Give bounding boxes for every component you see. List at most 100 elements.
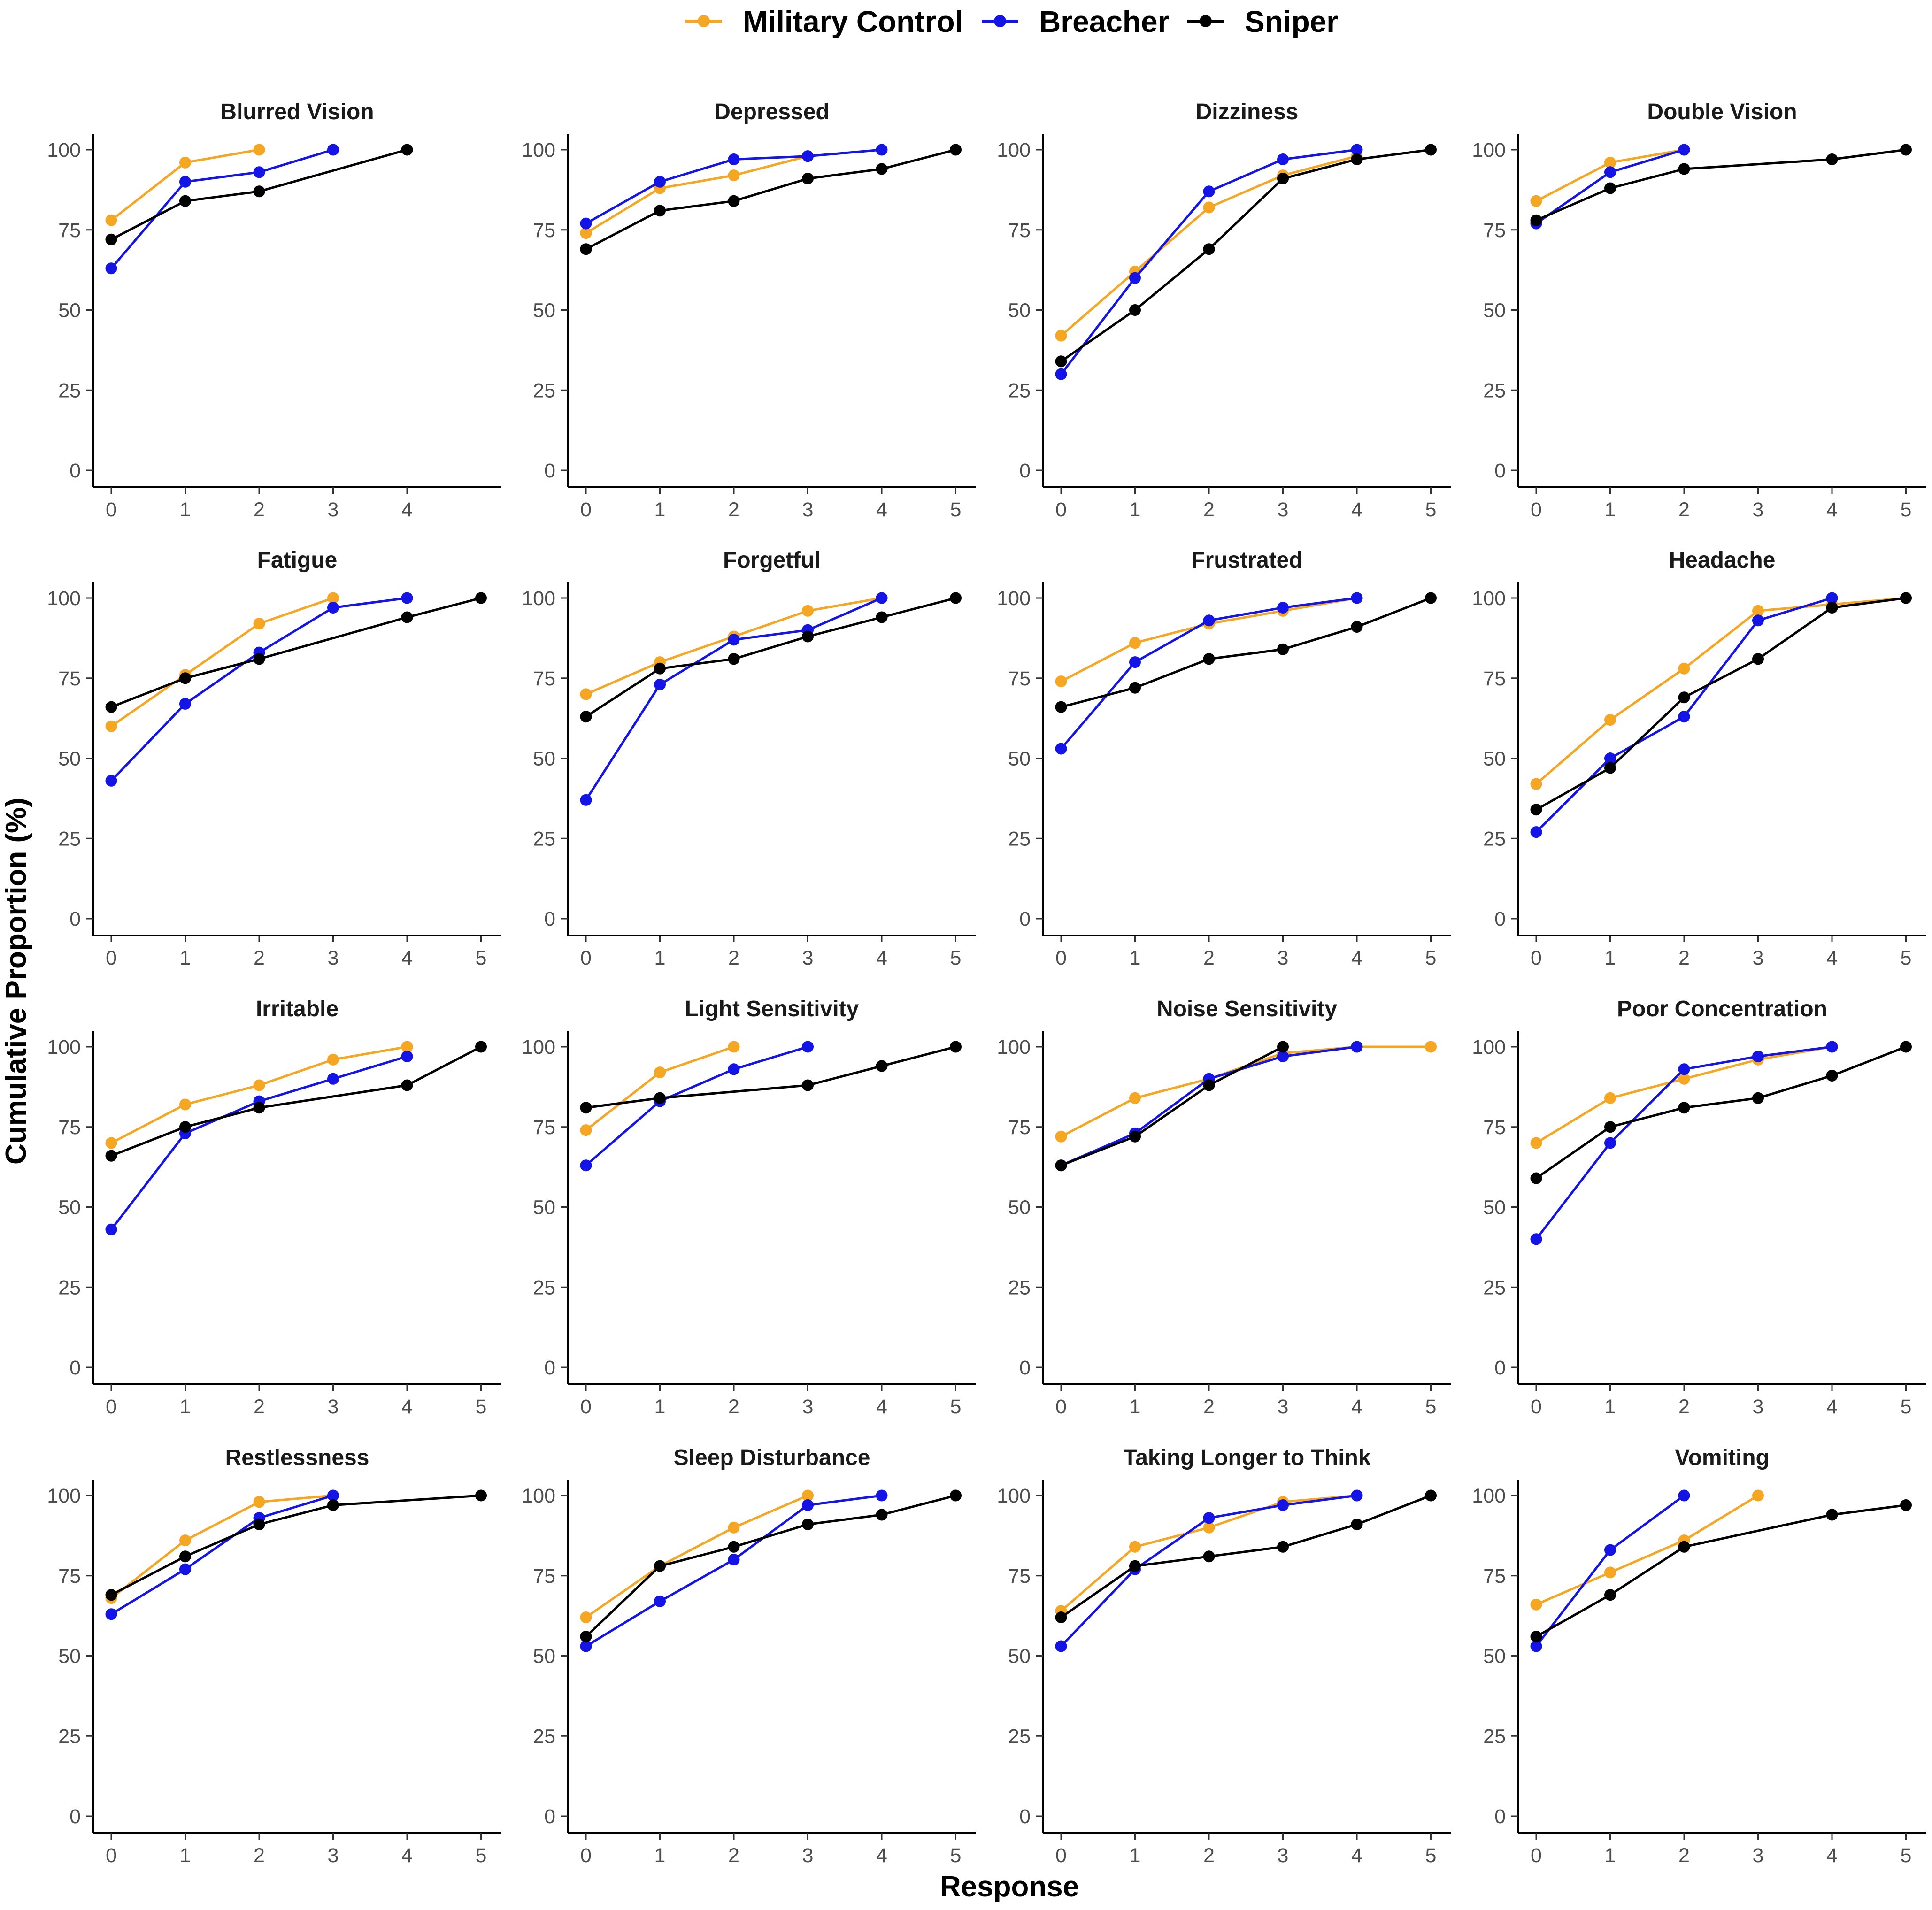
data-point <box>1055 675 1067 688</box>
series-line <box>585 1494 956 1638</box>
data-point <box>327 1499 339 1511</box>
x-tick-label: 5 <box>950 1396 962 1418</box>
y-tick-label: 50 <box>1483 299 1506 322</box>
y-tick-label: 50 <box>1008 1197 1031 1219</box>
data-point <box>1530 1598 1542 1611</box>
x-tick-label: 1 <box>1605 1396 1616 1418</box>
panel-title: Dizziness <box>1196 100 1299 124</box>
y-tick-label: 0 <box>1494 460 1506 482</box>
data-point <box>179 672 191 684</box>
y-tick-label: 25 <box>533 1725 555 1748</box>
data-point <box>1425 1041 1437 1053</box>
data-point <box>1425 144 1437 156</box>
x-tick-label: 5 <box>1425 499 1437 521</box>
x-tick-label: 0 <box>106 499 117 521</box>
data-point <box>1678 1489 1690 1502</box>
data-point <box>1055 1640 1067 1652</box>
y-tick-label: 25 <box>1483 1725 1506 1748</box>
y-tick-label: 50 <box>1483 748 1506 770</box>
data-point <box>327 601 339 614</box>
panel-title: Headache <box>1669 548 1776 573</box>
x-tick-label: 3 <box>1753 499 1764 521</box>
legend-swatch-dot <box>994 15 1006 27</box>
data-point <box>1900 144 1912 156</box>
data-point <box>1604 714 1616 726</box>
data-point <box>1129 682 1141 694</box>
series-breacher <box>580 144 888 230</box>
series-line <box>1535 597 1906 785</box>
data-point <box>580 711 592 723</box>
data-point <box>1900 592 1912 604</box>
series-line <box>1536 1494 1759 1606</box>
data-point <box>1277 1050 1289 1062</box>
data-point <box>1604 156 1616 169</box>
y-tick-label: 75 <box>1008 667 1031 690</box>
x-tick-label: 2 <box>728 1396 739 1418</box>
x-tick-label: 2 <box>1203 947 1215 969</box>
y-tick-label: 50 <box>1008 299 1031 322</box>
data-point <box>876 1489 888 1502</box>
y-tick-label: 0 <box>69 908 81 930</box>
y-tick-label: 25 <box>1008 1725 1031 1748</box>
data-point <box>1678 144 1690 156</box>
data-point <box>728 653 740 665</box>
y-tick-label: 100 <box>522 1485 555 1507</box>
series-sniper <box>105 144 413 245</box>
x-tick-label: 4 <box>1826 1844 1838 1867</box>
y-tick-label: 100 <box>522 1036 555 1059</box>
data-point <box>1604 182 1616 194</box>
data-point <box>1530 1172 1542 1184</box>
panel-title: Depressed <box>714 100 829 124</box>
series-breacher <box>1530 1041 1838 1245</box>
x-tick-label: 0 <box>580 1396 592 1418</box>
x-tick-label: 5 <box>1901 1844 1912 1867</box>
panel-light-sensitivity: Light Sensitivity 0 25 50 75 100 0 1 2 3 4 5 <box>522 997 976 1418</box>
data-point <box>1678 691 1690 704</box>
data-point <box>327 144 339 156</box>
legend-entry-military-control: Military Control <box>685 5 963 38</box>
y-tick-label: 50 <box>533 1197 555 1219</box>
data-point <box>1425 1489 1437 1502</box>
x-tick-label: 5 <box>1901 947 1912 969</box>
data-point <box>1351 1489 1363 1502</box>
data-point <box>728 169 740 182</box>
data-point <box>1604 1137 1616 1149</box>
data-point <box>1129 637 1141 649</box>
data-point <box>802 150 814 162</box>
data-point <box>179 1563 191 1575</box>
panel-sleep-disturbance: Sleep Disturbance 0 25 50 75 100 0 1 2 3 4 5 <box>522 1445 976 1867</box>
data-point <box>1129 272 1141 284</box>
data-point <box>580 1611 592 1624</box>
data-point <box>401 611 413 623</box>
x-tick-label: 1 <box>1130 1396 1141 1418</box>
y-tick-label: 25 <box>58 379 81 402</box>
data-point <box>1277 643 1289 655</box>
series-line <box>110 1494 334 1615</box>
x-tick-label: 4 <box>876 499 887 521</box>
data-point <box>105 1608 117 1620</box>
data-point <box>1351 1041 1363 1053</box>
x-tick-label: 3 <box>328 1844 339 1867</box>
data-point <box>1826 153 1838 165</box>
series-military-control <box>105 1041 413 1149</box>
panel-forgetful: Forgetful 0 25 50 75 100 0 1 2 3 4 5 <box>522 548 976 969</box>
legend-swatch-dot <box>698 15 710 27</box>
x-tick-label: 4 <box>876 1396 887 1418</box>
data-point <box>1277 601 1289 614</box>
data-point <box>1277 1499 1289 1511</box>
x-tick-label: 2 <box>1678 947 1690 969</box>
data-point <box>802 1489 814 1502</box>
legend-label: Breacher <box>1039 5 1170 38</box>
y-tick-label: 75 <box>58 1116 81 1139</box>
x-tick-label: 3 <box>328 947 339 969</box>
data-point <box>1826 1041 1838 1053</box>
panel-title: Light Sensitivity <box>685 997 859 1021</box>
legend-label: Military Control <box>743 5 963 38</box>
data-point <box>728 634 740 646</box>
data-point <box>876 592 888 604</box>
y-tick-label: 0 <box>544 1805 555 1828</box>
y-tick-label: 100 <box>997 1036 1031 1059</box>
data-point <box>950 1041 962 1053</box>
data-point <box>580 1640 592 1652</box>
